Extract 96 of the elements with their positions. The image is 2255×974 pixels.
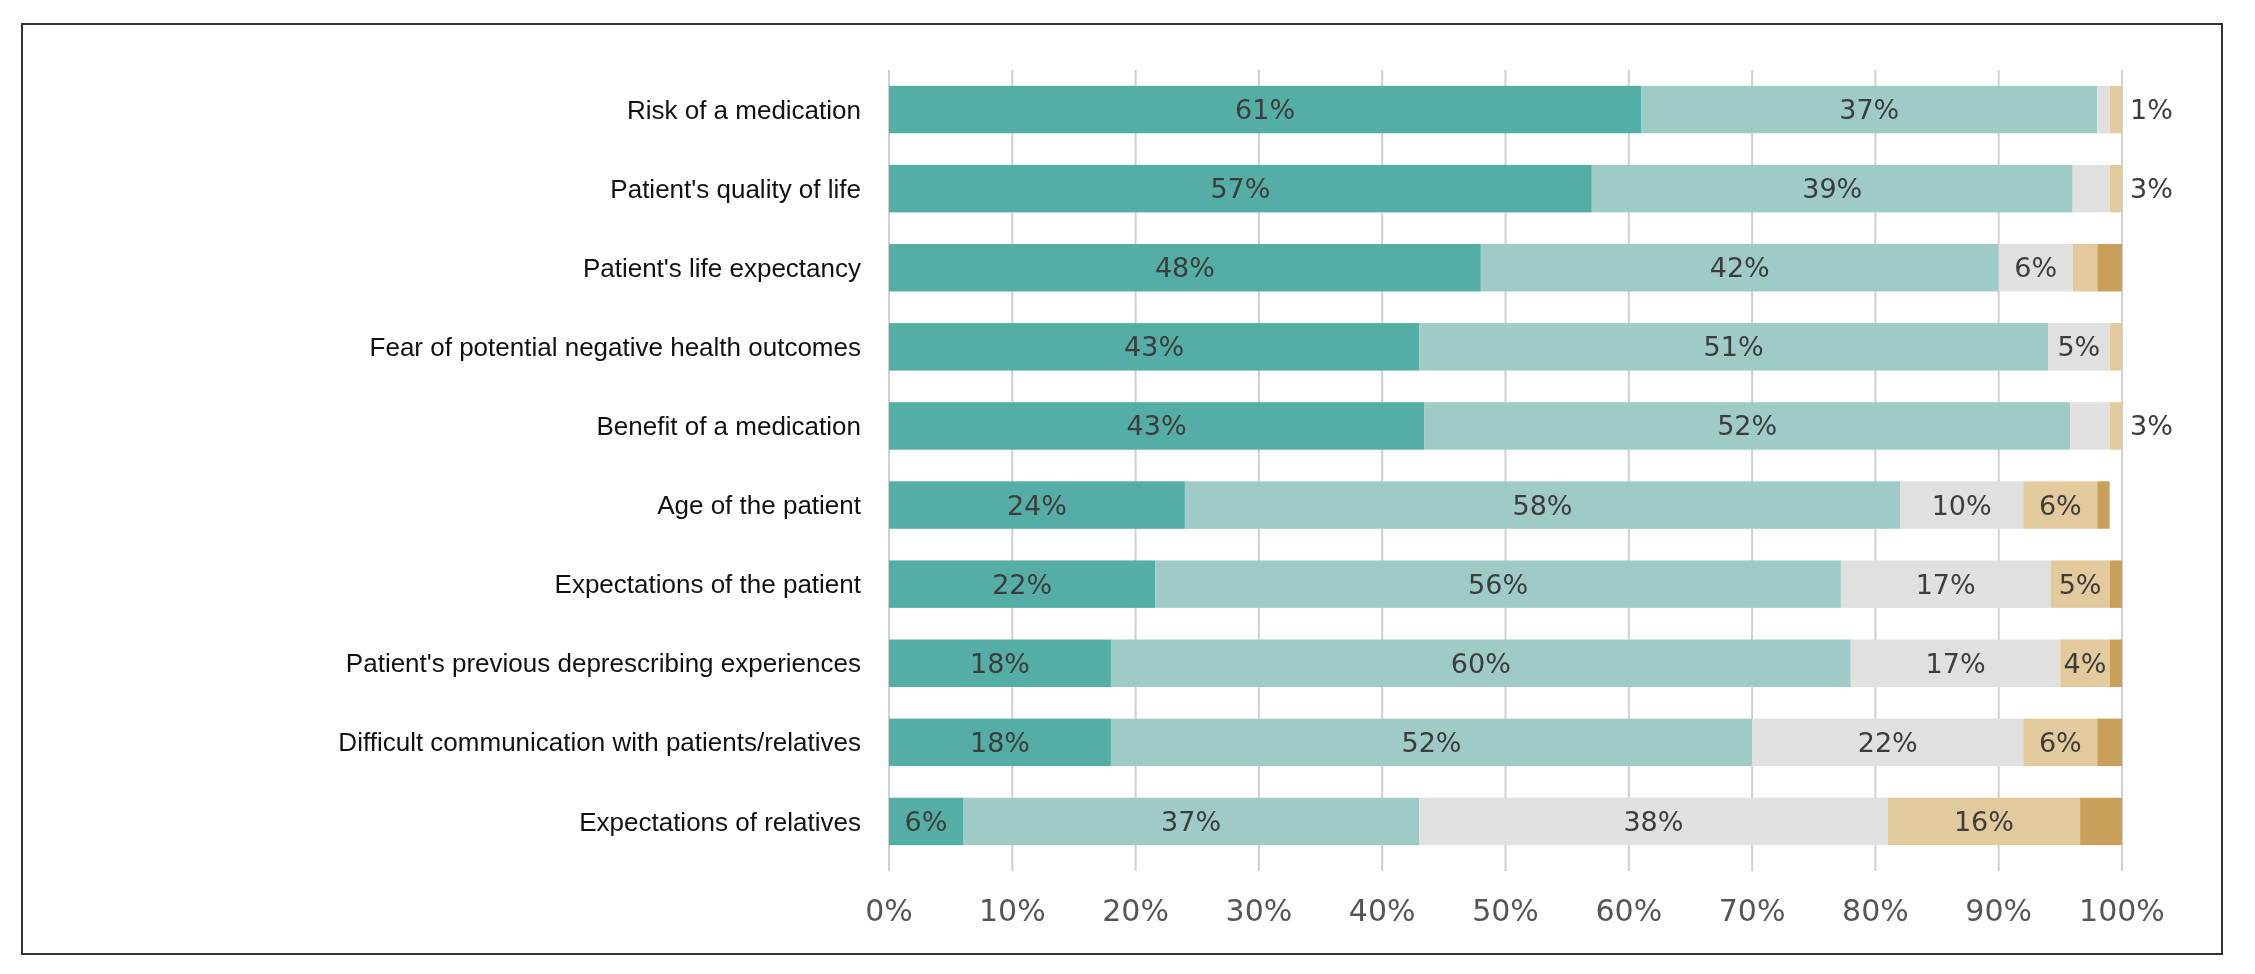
data-label: 42% bbox=[1709, 252, 1770, 284]
data-label: 24% bbox=[1006, 489, 1067, 521]
bar bbox=[889, 244, 1481, 292]
x-tick-label: 50% bbox=[1472, 893, 1539, 928]
data-label: 16% bbox=[1953, 805, 2014, 837]
data-label: 6% bbox=[2038, 489, 2082, 521]
y-tick-label: Expectations of relatives bbox=[579, 806, 861, 837]
data-label: 22% bbox=[992, 568, 1053, 600]
bar bbox=[889, 85, 1642, 134]
bar bbox=[1480, 244, 1999, 292]
x-tick-label: 20% bbox=[1102, 893, 1169, 928]
bar bbox=[2070, 402, 2110, 450]
bar bbox=[1900, 481, 2024, 529]
data-label: 5% bbox=[2058, 568, 2102, 600]
bar bbox=[1752, 718, 2024, 767]
data-label: 52% bbox=[1717, 410, 1778, 442]
bar bbox=[2109, 323, 2122, 371]
data-label: 61% bbox=[1235, 94, 1296, 125]
x-tick-label: 90% bbox=[1965, 893, 2033, 928]
data-label: 6% bbox=[2038, 726, 2082, 758]
bar bbox=[1840, 560, 2051, 608]
bar bbox=[2109, 402, 2122, 450]
bar bbox=[2097, 718, 2122, 767]
bar bbox=[1419, 797, 1888, 846]
data-label: 38% bbox=[1623, 805, 1684, 837]
bar bbox=[2072, 244, 2098, 292]
bar bbox=[962, 797, 1420, 846]
bar bbox=[1110, 718, 1753, 767]
bar bbox=[2023, 481, 2098, 529]
data-label: 17% bbox=[1915, 568, 1976, 600]
data-label: 51% bbox=[1703, 331, 1764, 363]
data-label: 3% bbox=[2130, 173, 2173, 205]
data-label: 5% bbox=[2057, 331, 2101, 363]
y-tick-label: Expectations of the patient bbox=[554, 569, 862, 600]
data-label: 3% bbox=[2130, 410, 2173, 442]
x-tick-label: 10% bbox=[978, 893, 1046, 928]
data-label: 22% bbox=[1857, 726, 1918, 758]
data-label: 57% bbox=[1210, 173, 1271, 205]
data-label: 4% bbox=[2063, 647, 2107, 679]
data-label: 37% bbox=[1161, 805, 1222, 837]
bar bbox=[2109, 85, 2122, 134]
y-tick-label: Risk of a medication bbox=[626, 94, 861, 125]
bar bbox=[2072, 164, 2110, 213]
y-tick-label: Age of the patient bbox=[657, 490, 862, 521]
data-label: 60% bbox=[1450, 647, 1511, 679]
x-tick-label: 80% bbox=[1842, 893, 1909, 928]
bar bbox=[1641, 85, 2098, 134]
data-label: 1% bbox=[2130, 94, 2173, 125]
x-tick-label: 30% bbox=[1225, 893, 1293, 928]
y-tick-label: Fear of potential negative health outcomes bbox=[369, 331, 861, 362]
y-tick-label: Patient's previous deprescribing experiences bbox=[345, 648, 861, 679]
bar bbox=[889, 402, 1425, 450]
bar bbox=[889, 164, 1592, 213]
bar bbox=[889, 639, 1111, 687]
bar bbox=[1419, 323, 2049, 371]
data-label: 6% bbox=[2014, 252, 2058, 284]
bar bbox=[2109, 164, 2122, 213]
bar bbox=[1591, 164, 2073, 213]
bar bbox=[1110, 639, 1851, 687]
x-tick-label: 40% bbox=[1348, 893, 1416, 928]
bar bbox=[889, 718, 1111, 767]
bar bbox=[2109, 639, 2122, 687]
data-label: 17% bbox=[1925, 647, 1986, 679]
data-label: 43% bbox=[1126, 410, 1187, 442]
y-tick-label: Patient's life expectancy bbox=[582, 252, 861, 283]
y-tick-label: Benefit of a medication bbox=[596, 411, 861, 442]
bar bbox=[1850, 639, 2061, 687]
x-tick-label: 60% bbox=[1595, 893, 1663, 928]
y-tick-label: Difficult communication with patients/relatives bbox=[338, 727, 861, 758]
bar bbox=[1184, 481, 1901, 529]
bar bbox=[2080, 797, 2122, 846]
bar bbox=[2097, 85, 2110, 134]
data-label: 39% bbox=[1802, 173, 1863, 205]
data-label: 48% bbox=[1154, 252, 1215, 284]
bar bbox=[889, 323, 1420, 371]
data-label: 18% bbox=[969, 726, 1030, 758]
bar bbox=[889, 560, 1156, 608]
bar bbox=[1155, 560, 1841, 608]
bar bbox=[1887, 797, 2081, 846]
x-tick-label: 70% bbox=[1718, 893, 1786, 928]
y-tick-label: Patient's quality of life bbox=[610, 173, 861, 204]
bar bbox=[1424, 402, 2071, 450]
data-label: 56% bbox=[1468, 568, 1529, 600]
bar bbox=[2097, 481, 2110, 529]
x-tick-label: 0% bbox=[865, 893, 913, 928]
x-tick-label: 100% bbox=[2079, 893, 2165, 928]
data-label: 52% bbox=[1401, 726, 1462, 758]
bar bbox=[889, 481, 1185, 529]
data-label: 6% bbox=[904, 805, 948, 837]
bar bbox=[2109, 560, 2122, 608]
bar bbox=[2097, 244, 2122, 292]
data-label: 37% bbox=[1839, 94, 1900, 125]
data-label: 58% bbox=[1512, 489, 1573, 521]
data-label: 18% bbox=[969, 647, 1030, 679]
data-label: 10% bbox=[1931, 489, 1992, 521]
data-label: 43% bbox=[1124, 331, 1185, 363]
